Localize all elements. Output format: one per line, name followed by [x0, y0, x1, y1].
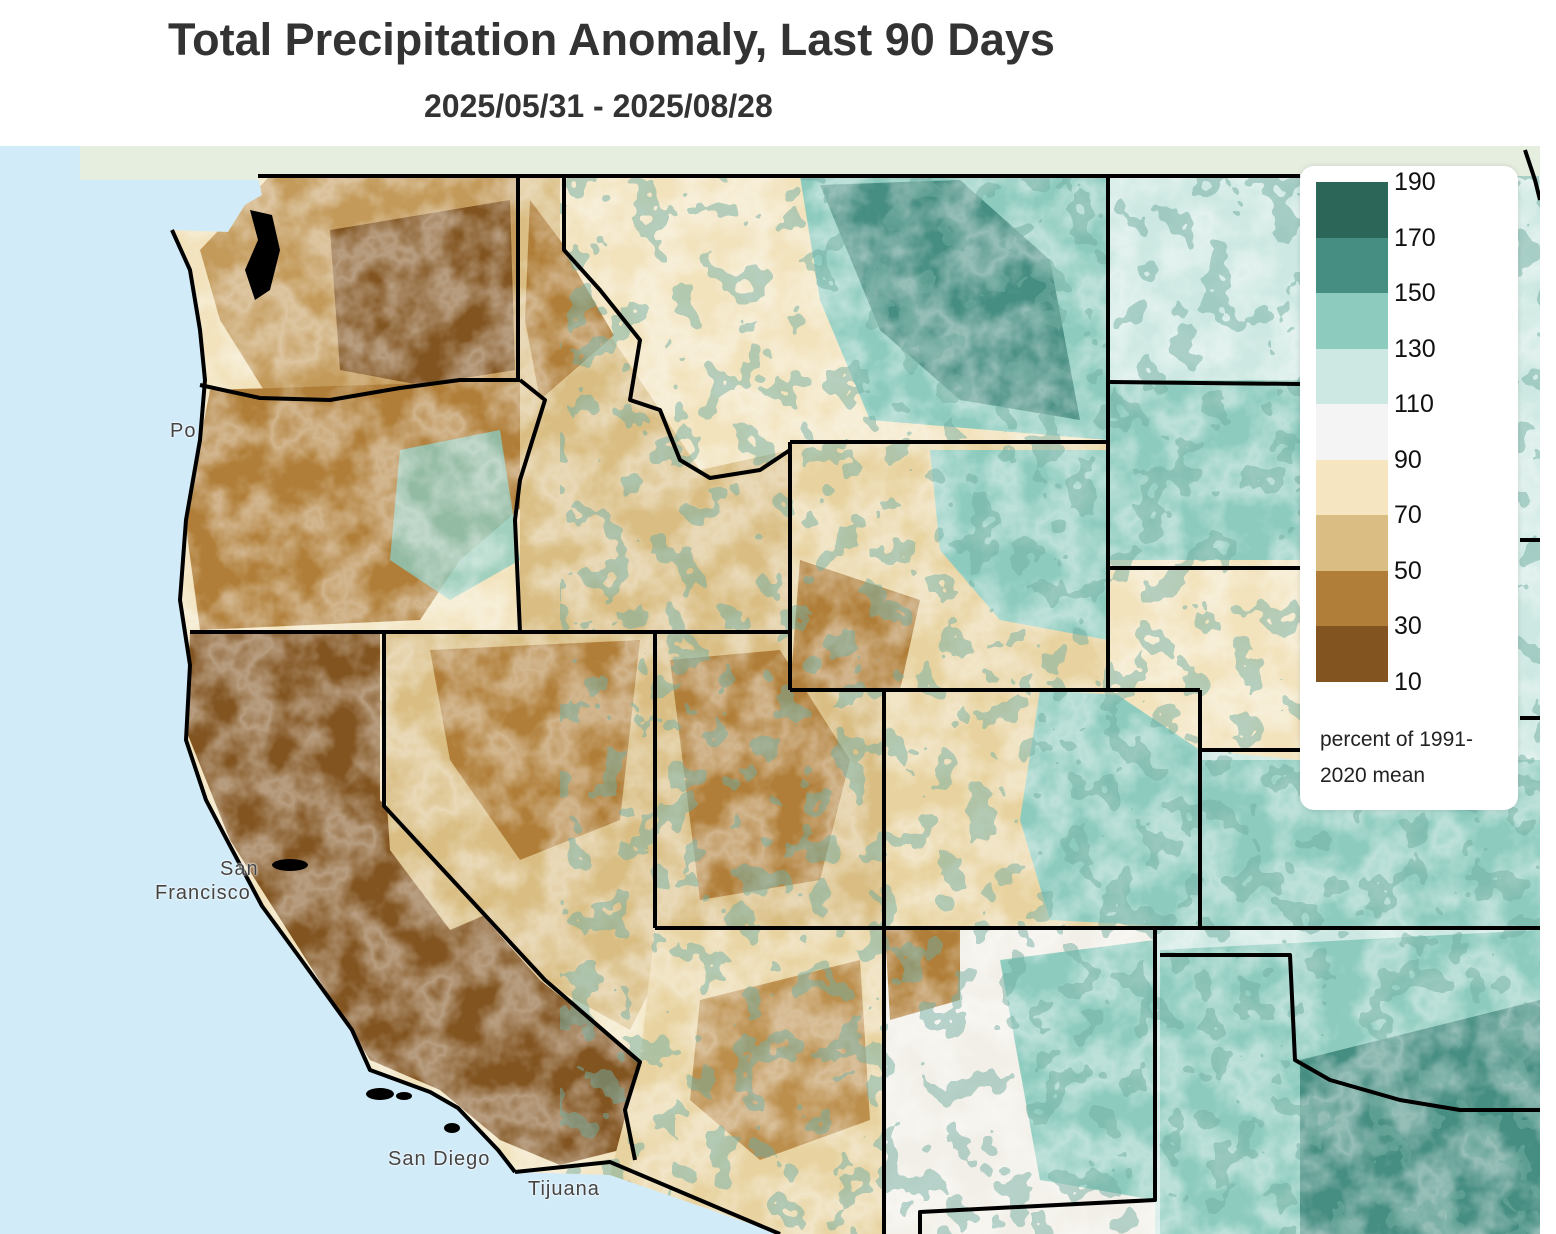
label-san-francisco-bottom: Francisco	[155, 882, 251, 904]
legend-swatch	[1316, 293, 1388, 349]
legend-swatch	[1316, 626, 1388, 682]
label-portland: Po	[170, 420, 197, 442]
label-tijuana: Tijuana	[528, 1178, 600, 1200]
legend-swatch	[1316, 348, 1388, 404]
legend-swatch	[1316, 404, 1388, 460]
legend-swatch	[1316, 182, 1388, 238]
label-san-diego: San Diego	[388, 1148, 491, 1170]
legend-tick-label: 150	[1394, 279, 1436, 307]
legend-swatch	[1316, 515, 1388, 571]
legend-color-scale	[1316, 182, 1388, 682]
legend-swatch	[1316, 459, 1388, 515]
legend-swatch	[1316, 237, 1388, 293]
map-legend: 190 170 150 130 110 90 70 50 30 10 percent of 199…	[1300, 166, 1518, 810]
legend-tick-label: 50	[1394, 556, 1422, 585]
legend-swatch	[1316, 570, 1388, 626]
map-title: Total Precipitation Anomaly, Last 90 Day…	[168, 14, 1055, 65]
legend-tick-label: 90	[1394, 445, 1422, 474]
legend-tick-label: 110	[1394, 390, 1434, 418]
legend-tick-label: 10	[1394, 667, 1422, 696]
islands	[245, 210, 460, 1133]
state-borders	[170, 149, 1540, 1234]
legend-tick-label: 70	[1394, 501, 1422, 529]
legend-tick-label: 190	[1394, 168, 1436, 196]
legend-tick-label: 30	[1394, 612, 1422, 640]
legend-note: percent of 1991-2020 mean	[1320, 728, 1473, 787]
map-header: Total Precipitation Anomaly, Last 90 Day…	[0, 0, 1556, 146]
label-san-francisco-top: San	[220, 858, 259, 880]
legend-tick-label: 170	[1394, 223, 1436, 252]
date-range: 2025/05/31 - 2025/08/28	[424, 88, 773, 124]
page-edge	[1540, 0, 1556, 1234]
legend-tick-label: 130	[1394, 334, 1436, 363]
